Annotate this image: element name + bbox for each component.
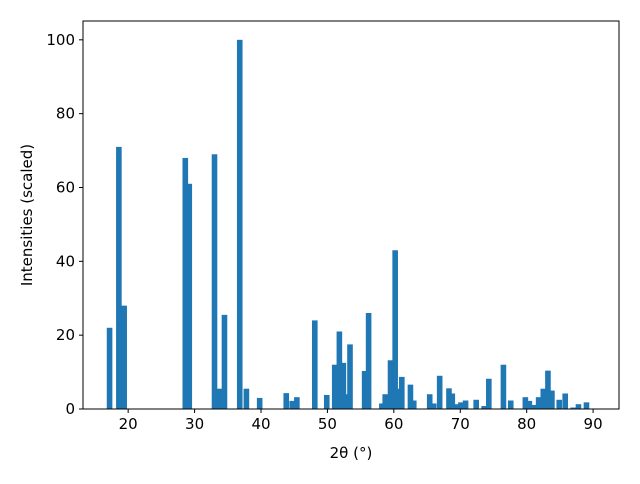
bar [331, 364, 338, 409]
bar [462, 400, 469, 409]
x-tick-label: 90 [584, 415, 603, 433]
bar [340, 362, 347, 409]
bar [186, 183, 193, 409]
bar [395, 388, 401, 409]
bar [365, 313, 372, 409]
bar [473, 399, 479, 409]
bar [211, 154, 218, 409]
x-tick-label: 80 [517, 415, 536, 433]
y-tick-label: 60 [56, 178, 75, 196]
x-tick-label: 30 [185, 415, 204, 433]
x-tick-label: 60 [384, 415, 403, 433]
bar [221, 314, 228, 409]
bar [121, 305, 127, 409]
bar [256, 397, 263, 409]
bar [507, 400, 514, 409]
bar [410, 400, 417, 409]
bar [294, 397, 300, 409]
bar [116, 146, 122, 409]
bar [526, 400, 533, 409]
bar [379, 403, 385, 409]
y-axis-label: Intensities (scaled) [18, 144, 36, 286]
bar [486, 378, 492, 409]
bar [522, 397, 529, 409]
bar [430, 403, 437, 409]
x-axis-label: 2θ (°) [330, 444, 373, 462]
y-tick-label: 20 [56, 326, 75, 344]
bar [347, 344, 353, 409]
bar [570, 407, 576, 409]
bar [216, 388, 222, 409]
bar [182, 157, 189, 409]
bar [454, 404, 461, 409]
bar [449, 393, 456, 409]
bar [500, 364, 507, 409]
bar [436, 375, 443, 409]
bar [583, 402, 590, 409]
bar [382, 394, 389, 409]
bar [549, 390, 555, 409]
bar [481, 406, 487, 409]
bar [446, 388, 452, 409]
bar [458, 402, 464, 409]
bar [289, 400, 296, 409]
y-tick-label: 80 [56, 105, 75, 123]
y-tick-label: 40 [56, 252, 75, 270]
bar [336, 331, 343, 409]
bar [243, 388, 250, 409]
bar [106, 327, 113, 409]
x-tick-label: 50 [318, 415, 337, 433]
bar [312, 320, 318, 409]
y-tick-label: 100 [46, 31, 75, 49]
bar [323, 394, 330, 409]
bar [387, 360, 394, 409]
bar [392, 250, 398, 409]
bar [530, 404, 537, 409]
bar [540, 388, 547, 409]
bar [562, 393, 569, 409]
y-tick-label: 0 [65, 400, 75, 418]
x-tick-label: 70 [451, 415, 470, 433]
bar [545, 370, 551, 409]
bar [575, 404, 582, 409]
bar [361, 370, 368, 409]
plot-frame [82, 20, 620, 410]
bar [236, 39, 243, 409]
bar [556, 399, 563, 409]
bar [426, 394, 433, 409]
x-tick-label: 40 [251, 415, 270, 433]
bar [535, 397, 542, 409]
bar [399, 376, 405, 409]
x-tick-label: 20 [119, 415, 138, 433]
bar [283, 393, 290, 409]
bar [407, 384, 414, 409]
bar [343, 394, 350, 409]
